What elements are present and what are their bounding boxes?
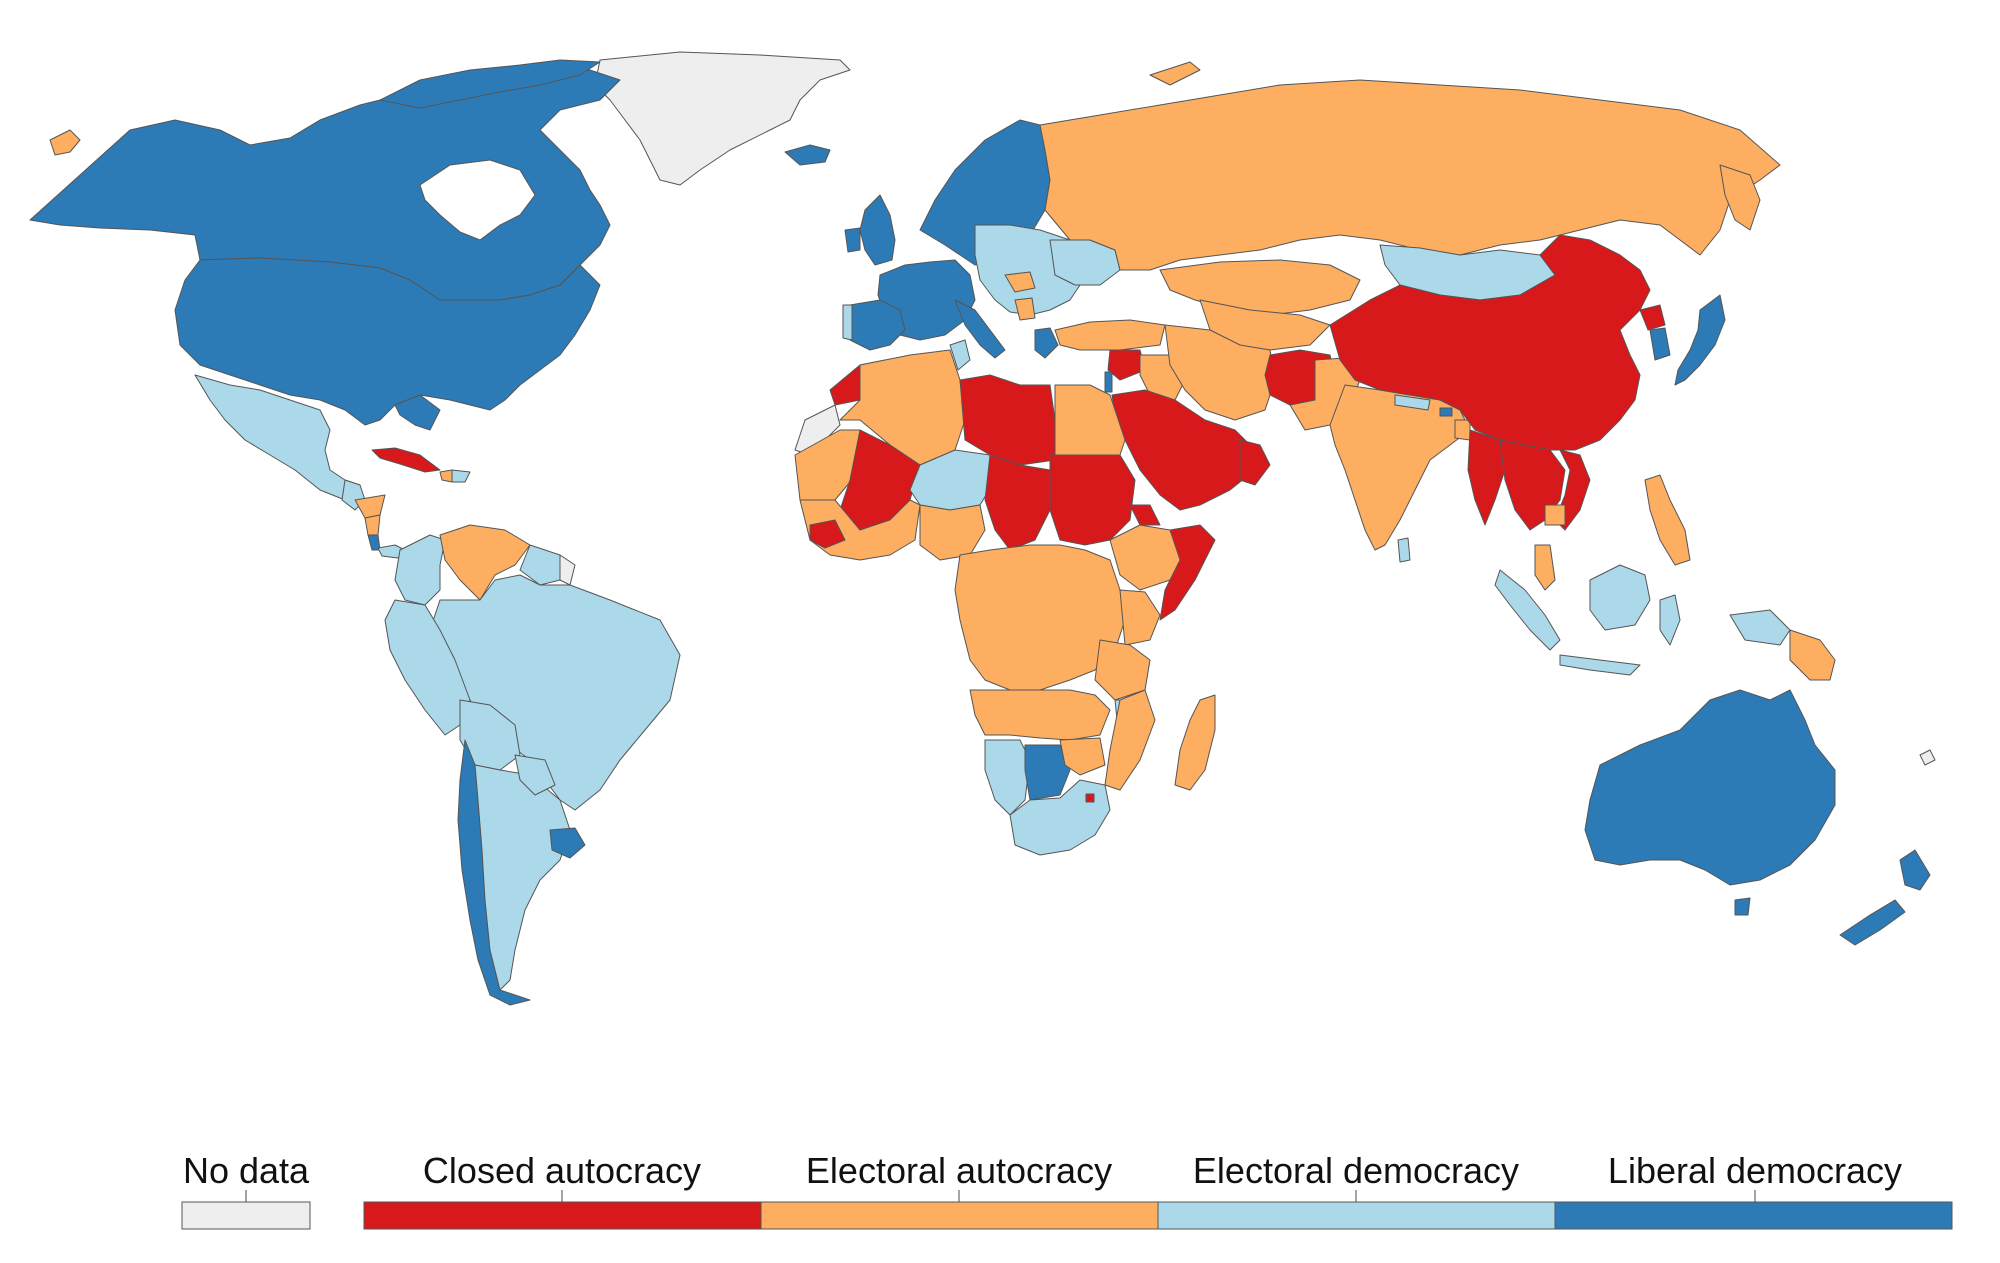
region-sudan[interactable] bbox=[1049, 454, 1136, 546]
region-greenland[interactable] bbox=[594, 51, 851, 186]
region-portugal[interactable] bbox=[842, 304, 853, 341]
region-israel[interactable] bbox=[1104, 371, 1113, 393]
region-china[interactable] bbox=[1329, 234, 1651, 451]
region-borneo[interactable] bbox=[1589, 564, 1651, 631]
region-new-zealand-north[interactable] bbox=[1899, 849, 1931, 891]
region-libya[interactable] bbox=[959, 374, 1056, 466]
region-malaysia[interactable] bbox=[1534, 544, 1556, 591]
region-australia[interactable] bbox=[1584, 689, 1836, 886]
region-peru[interactable] bbox=[384, 599, 471, 736]
region-papua-new-guinea[interactable] bbox=[1789, 629, 1836, 681]
region-spain[interactable] bbox=[849, 299, 906, 351]
region-nepal[interactable] bbox=[1394, 394, 1431, 411]
legend-swatch-liberal-democracy bbox=[1554, 1201, 1953, 1230]
region-ireland[interactable] bbox=[844, 227, 861, 253]
region-bhutan[interactable] bbox=[1439, 407, 1453, 417]
region-russia-kamchatka[interactable] bbox=[1719, 164, 1761, 231]
region-new-caledonia[interactable] bbox=[1919, 749, 1936, 766]
legend-swatch-no-data bbox=[181, 1201, 311, 1230]
region-madagascar[interactable] bbox=[1174, 694, 1216, 791]
region-south-africa[interactable] bbox=[1009, 779, 1111, 856]
region-haiti[interactable] bbox=[439, 469, 453, 483]
legend-label-no-data: No data bbox=[183, 1150, 310, 1191]
region-alaska-aleutian[interactable] bbox=[49, 129, 81, 156]
region-guinea[interactable] bbox=[809, 519, 846, 549]
region-venezuela[interactable] bbox=[439, 524, 531, 601]
region-bolivia[interactable] bbox=[459, 699, 521, 771]
region-tunisia[interactable] bbox=[949, 339, 971, 371]
region-florida[interactable] bbox=[394, 394, 441, 431]
legend-label-electoral-democracy: Electoral democracy bbox=[1193, 1150, 1519, 1191]
region-tasmania[interactable] bbox=[1734, 897, 1751, 916]
region-philippines[interactable] bbox=[1644, 474, 1691, 566]
region-nigeria[interactable] bbox=[919, 504, 986, 561]
region-russia[interactable] bbox=[1039, 79, 1781, 271]
legend-swatch-electoral-autocracy bbox=[760, 1201, 1159, 1230]
legend-label-liberal-democracy: Liberal democracy bbox=[1608, 1150, 1902, 1191]
region-chad[interactable] bbox=[984, 454, 1051, 551]
region-french-guiana[interactable] bbox=[559, 554, 576, 586]
region-bangladesh[interactable] bbox=[1454, 419, 1471, 441]
region-greece[interactable] bbox=[1034, 327, 1059, 359]
region-cuba[interactable] bbox=[371, 447, 441, 473]
region-zimbabwe[interactable] bbox=[1059, 737, 1106, 776]
region-sulawesi[interactable] bbox=[1659, 594, 1681, 646]
region-south-korea[interactable] bbox=[1649, 327, 1671, 361]
region-cambodia[interactable] bbox=[1544, 504, 1566, 526]
region-united-kingdom[interactable] bbox=[859, 194, 896, 266]
region-dominican-republic[interactable] bbox=[451, 469, 471, 483]
legend: No data Closed autocracy Electoral autoc… bbox=[181, 1150, 1953, 1230]
region-sri-lanka[interactable] bbox=[1397, 537, 1411, 563]
region-eswatini[interactable] bbox=[1085, 793, 1095, 803]
region-oman[interactable] bbox=[1239, 439, 1271, 486]
region-mozambique[interactable] bbox=[1104, 689, 1156, 791]
region-uruguay[interactable] bbox=[549, 827, 586, 859]
region-somalia[interactable] bbox=[1159, 524, 1216, 621]
region-syria[interactable] bbox=[1107, 349, 1146, 381]
region-guiana[interactable] bbox=[519, 544, 561, 586]
region-kazakhstan[interactable] bbox=[1159, 259, 1361, 316]
region-hungary[interactable] bbox=[1004, 271, 1036, 293]
region-paraguay[interactable] bbox=[514, 754, 556, 796]
region-united-states[interactable] bbox=[174, 257, 601, 426]
region-turkey[interactable] bbox=[1054, 319, 1166, 351]
region-botswana[interactable] bbox=[1024, 744, 1071, 801]
region-new-zealand-south[interactable] bbox=[1839, 899, 1906, 946]
region-sumatra[interactable] bbox=[1494, 569, 1561, 651]
region-serbia[interactable] bbox=[1014, 297, 1036, 321]
region-namibia[interactable] bbox=[984, 739, 1031, 816]
region-japan[interactable] bbox=[1674, 294, 1726, 386]
region-nicaragua[interactable] bbox=[364, 514, 381, 536]
region-kenya[interactable] bbox=[1119, 589, 1161, 646]
legend-swatch-electoral-democracy bbox=[1157, 1201, 1556, 1230]
region-new-guinea-west[interactable] bbox=[1729, 609, 1791, 646]
region-canada-islands[interactable] bbox=[379, 59, 601, 109]
region-eritrea[interactable] bbox=[1129, 504, 1161, 526]
hudson-bay bbox=[419, 159, 536, 241]
region-iceland[interactable] bbox=[784, 144, 831, 166]
region-angola-zambia[interactable] bbox=[969, 689, 1111, 741]
region-myanmar[interactable] bbox=[1467, 429, 1506, 526]
region-north-korea[interactable] bbox=[1639, 304, 1666, 331]
region-iran[interactable] bbox=[1164, 324, 1276, 421]
legend-swatch-closed-autocracy bbox=[363, 1201, 762, 1230]
legend-label-electoral-autocracy: Electoral autocracy bbox=[806, 1150, 1112, 1191]
region-java[interactable] bbox=[1559, 654, 1641, 676]
region-italy[interactable] bbox=[954, 299, 1006, 359]
legend-label-closed-autocracy: Closed autocracy bbox=[423, 1150, 701, 1191]
region-colombia[interactable] bbox=[394, 534, 446, 606]
region-novaya-zemlya[interactable] bbox=[1149, 61, 1201, 86]
region-saudi-arabia[interactable] bbox=[1111, 389, 1256, 511]
